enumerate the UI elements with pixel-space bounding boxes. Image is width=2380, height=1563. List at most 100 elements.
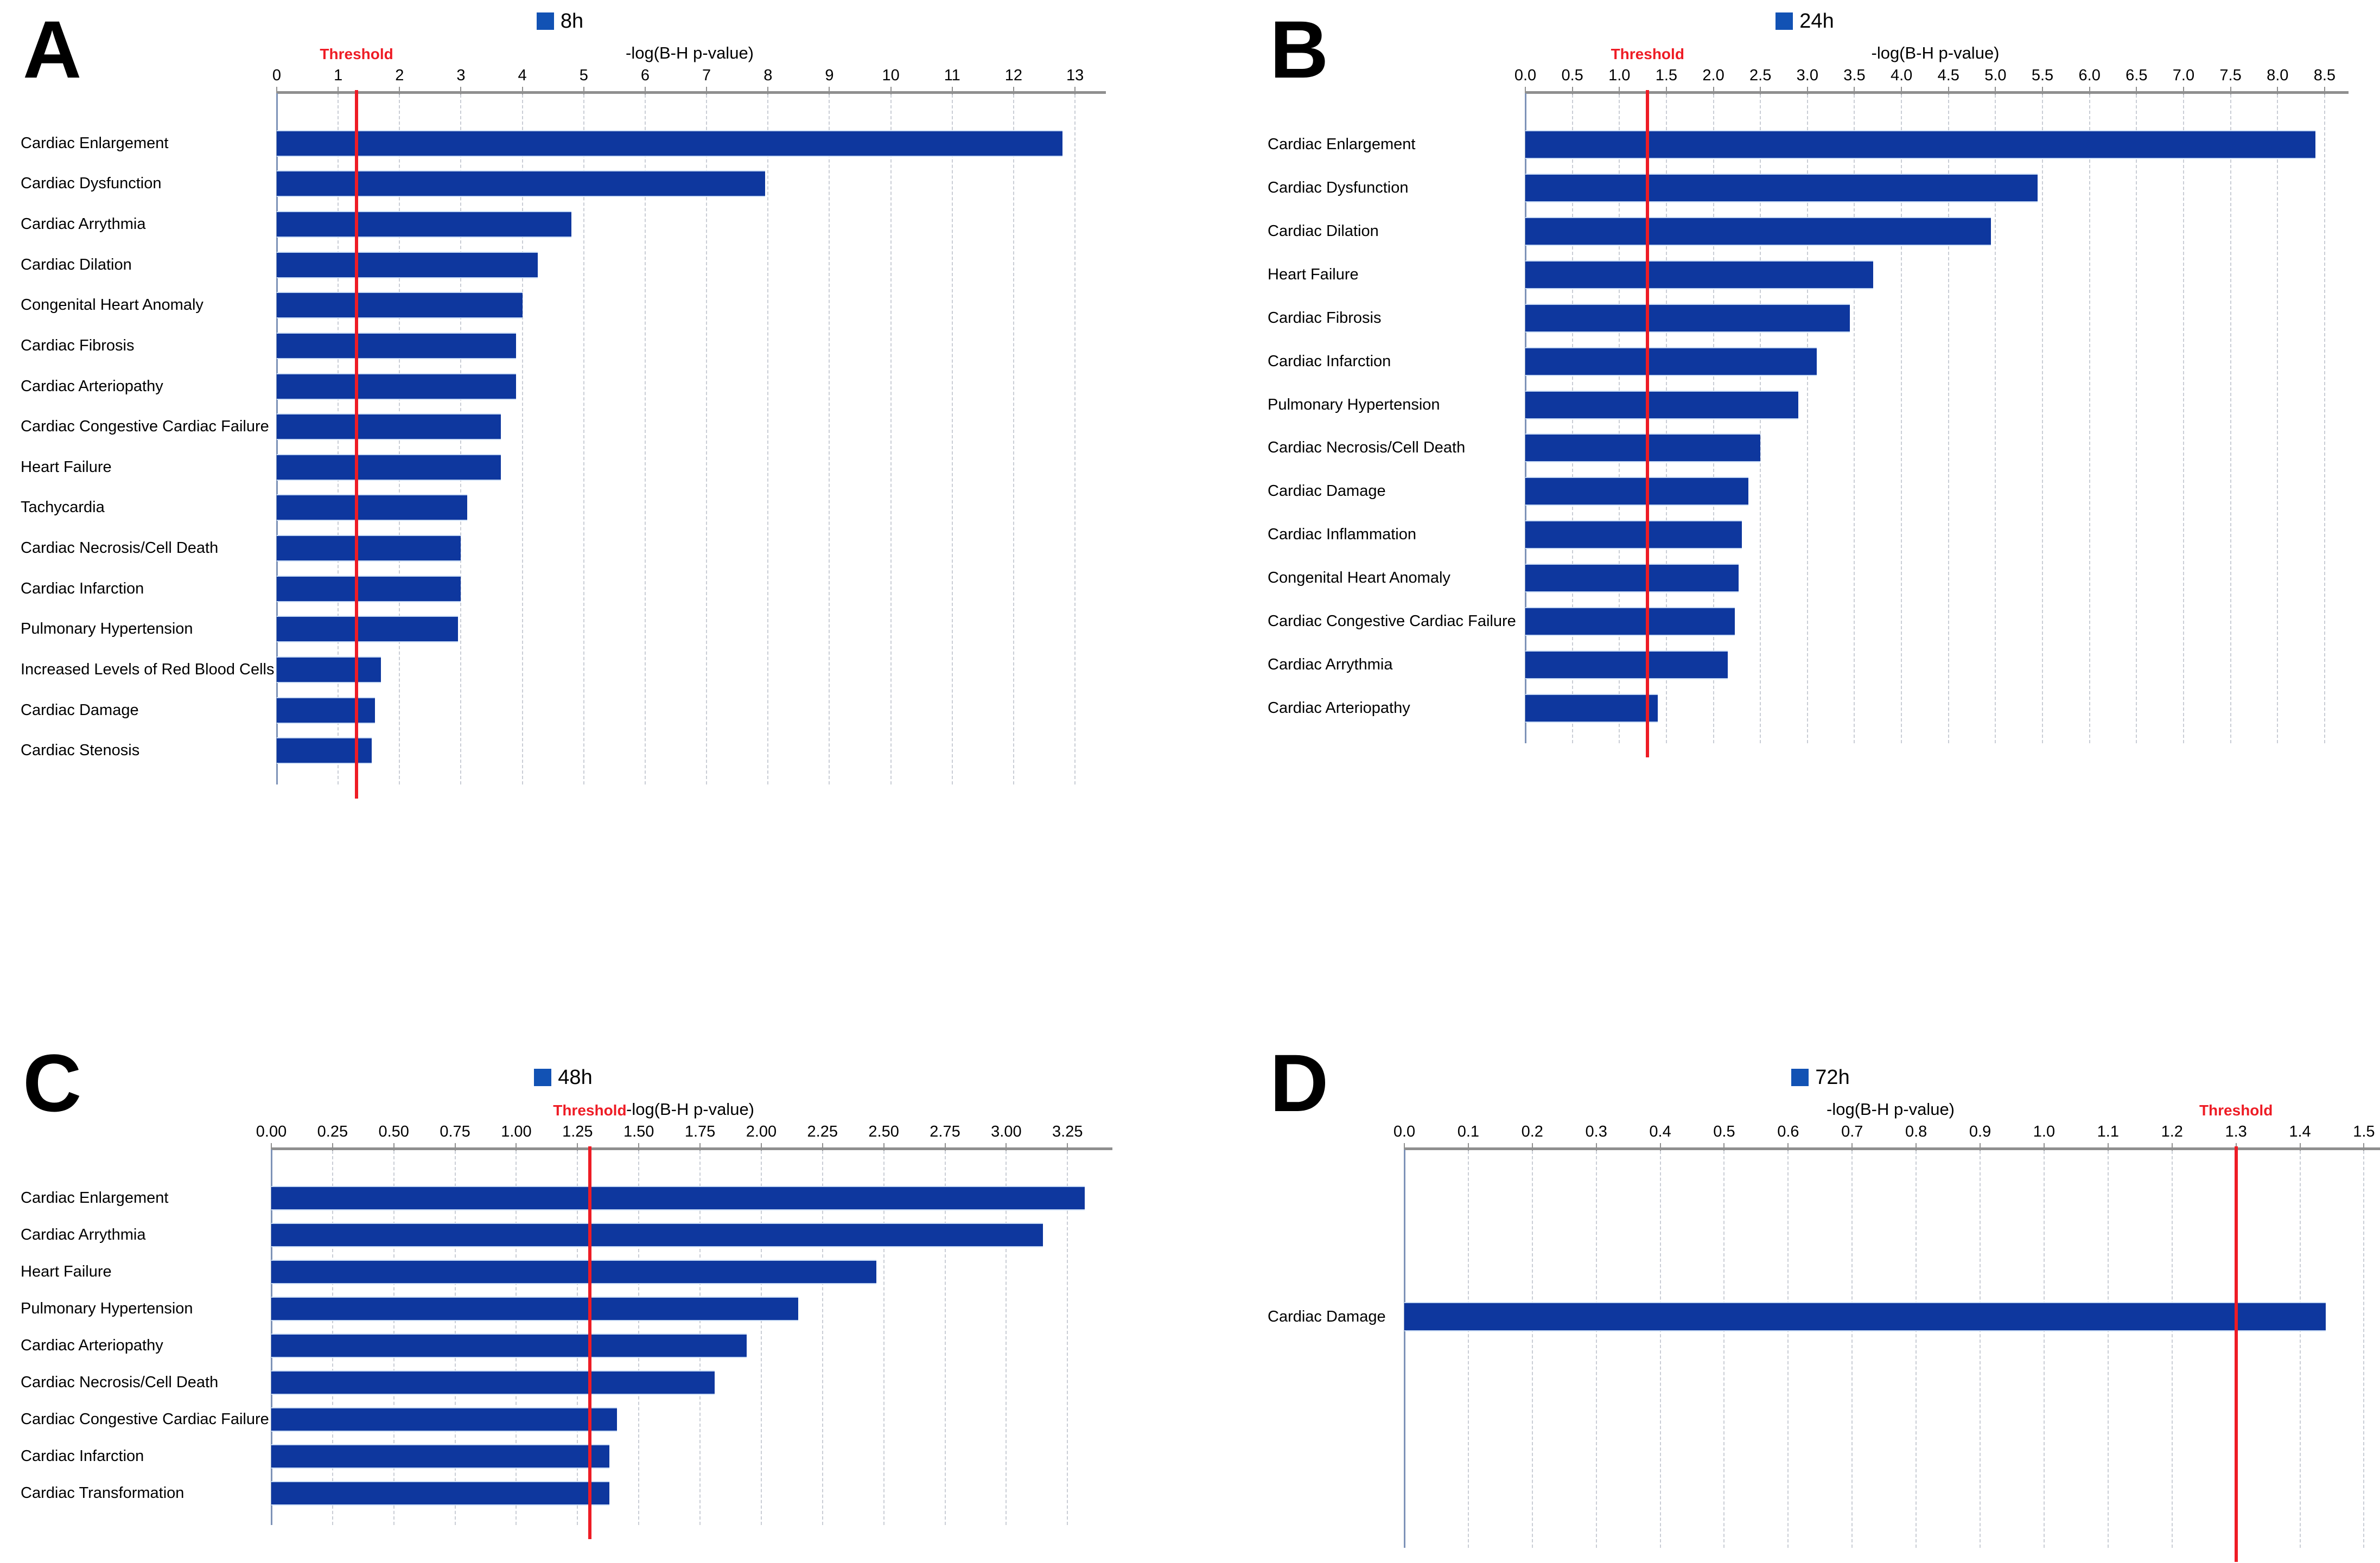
tick-label: 0.0	[1514, 67, 1537, 84]
tick-label: 1.0	[2033, 1123, 2056, 1140]
tick-label: 3	[456, 67, 466, 84]
tick-mark	[1595, 1143, 1597, 1151]
tick-label: 7.0	[2172, 67, 2195, 84]
category-label: Cardiac Enlargement	[21, 134, 169, 152]
gridline	[1595, 1151, 1597, 1548]
tick-label: 6.5	[2126, 67, 2148, 84]
category-label: Cardiac Necrosis/Cell Death	[1268, 439, 1466, 457]
gridline	[951, 94, 953, 784]
threshold-line	[588, 1146, 591, 1539]
tick-label: 1.00	[501, 1123, 532, 1140]
category-label: Cardiac Damage	[1268, 482, 1386, 500]
tick-mark	[1067, 1143, 1068, 1151]
category-label: Cardiac Infarction	[21, 579, 144, 597]
tick-mark	[393, 1143, 394, 1151]
tick-label: 1.50	[623, 1123, 654, 1140]
gridline	[1067, 1151, 1068, 1525]
category-label: Cardiac Arteriopathy	[21, 1336, 163, 1354]
tick-mark	[1467, 1143, 1469, 1151]
category-label: Cardiac Infarction	[1268, 352, 1391, 370]
axis-left-line	[1404, 1150, 1405, 1548]
tick-mark	[454, 1143, 456, 1151]
tick-label: 2.75	[930, 1123, 960, 1140]
tick-label: 0.1	[1457, 1123, 1480, 1140]
bar	[277, 616, 458, 643]
gridline	[1006, 1151, 1007, 1525]
gridline	[890, 94, 892, 784]
threshold-label: Threshold	[1611, 46, 1684, 62]
category-label: Cardiac Inflammation	[1268, 526, 1416, 544]
axis-title: -log(B-H p-value)	[625, 43, 754, 62]
legend-label: 24h	[1799, 9, 1834, 33]
tick-mark	[399, 87, 400, 94]
category-label: Pulmonary Hypertension	[21, 620, 193, 638]
tick-mark	[944, 1143, 946, 1151]
category-label: Cardiac Arteriopathy	[21, 377, 163, 395]
gridline	[2363, 1151, 2365, 1548]
tick-mark	[1659, 1143, 1661, 1151]
tick-label: 9	[825, 67, 834, 84]
gridline	[760, 1151, 762, 1525]
bar	[271, 1407, 617, 1432]
tick-label: 6	[640, 67, 650, 84]
gridline	[1659, 1151, 1661, 1548]
gridline	[644, 94, 646, 784]
gridline	[2299, 1151, 2301, 1548]
bar	[1525, 564, 1739, 592]
tick-mark	[1404, 1143, 1405, 1151]
tick-mark	[1760, 87, 1761, 94]
bar	[277, 251, 538, 278]
tick-mark	[951, 87, 953, 94]
category-label: Cardiac Fibrosis	[1268, 309, 1382, 327]
tick-mark	[1995, 87, 1996, 94]
tick-label: 1.25	[562, 1123, 593, 1140]
bar	[1525, 130, 2315, 160]
bar	[1525, 217, 1991, 246]
tick-label: 0.75	[440, 1123, 470, 1140]
labels-column: Cardiac Enlargement Cardiac Arrythmia Hear…	[17, 1150, 271, 1525]
title-row: Threshold -log(B-H p-value)	[1404, 1093, 2377, 1122]
tick-mark	[1713, 87, 1714, 94]
tick-label: 0.0	[1393, 1123, 1416, 1140]
tick-label: 12	[1004, 67, 1023, 84]
category-label: Heart Failure	[21, 458, 112, 476]
bar	[277, 454, 501, 481]
category-label: Pulmonary Hypertension	[21, 1299, 193, 1317]
tick-label: 1.3	[2225, 1123, 2247, 1140]
category-label: Cardiac Dysfunction	[21, 175, 162, 193]
ticks-row: 0.00 0.25 0.50 0.75 1.00 1.25 1.50 1.75 2.00 2.25…	[256, 1122, 1109, 1151]
legend: 72h	[1264, 1062, 2377, 1093]
tick-mark	[1074, 87, 1076, 94]
legend: 24h	[1264, 5, 2345, 37]
tick-mark	[1571, 87, 1573, 94]
tick-mark	[883, 1143, 884, 1151]
gridline	[2107, 1151, 2109, 1548]
legend-label: 72h	[1815, 1066, 1850, 1089]
bar	[277, 656, 381, 683]
tick-label: 0.9	[1969, 1123, 1991, 1140]
tick-mark	[638, 1143, 640, 1151]
category-label: Cardiac Dysfunction	[1268, 179, 1409, 197]
tick-mark	[706, 87, 708, 94]
bar	[1525, 520, 1742, 550]
gridline	[767, 94, 769, 784]
gridline	[2136, 94, 2137, 743]
bar	[1525, 433, 1761, 463]
bar	[277, 697, 376, 724]
category-label: Cardiac Congestive Cardiac Failure	[1268, 612, 1516, 630]
tick-mark	[2043, 1143, 2045, 1151]
plot-area	[1525, 90, 2349, 757]
bar	[277, 332, 517, 359]
tick-mark	[1013, 87, 1014, 94]
category-label: Cardiac Congestive Cardiac Failure	[21, 1410, 269, 1428]
bar	[1525, 260, 1874, 289]
tick-mark	[822, 1143, 823, 1151]
bar	[1525, 607, 1735, 636]
category-label: Cardiac Enlargement	[1268, 136, 1416, 154]
bar	[277, 494, 467, 521]
tick-mark	[1525, 87, 1526, 94]
tick-mark	[577, 1143, 578, 1151]
tick-mark	[460, 87, 462, 94]
tick-mark	[332, 1143, 333, 1151]
tick-mark	[890, 87, 892, 94]
